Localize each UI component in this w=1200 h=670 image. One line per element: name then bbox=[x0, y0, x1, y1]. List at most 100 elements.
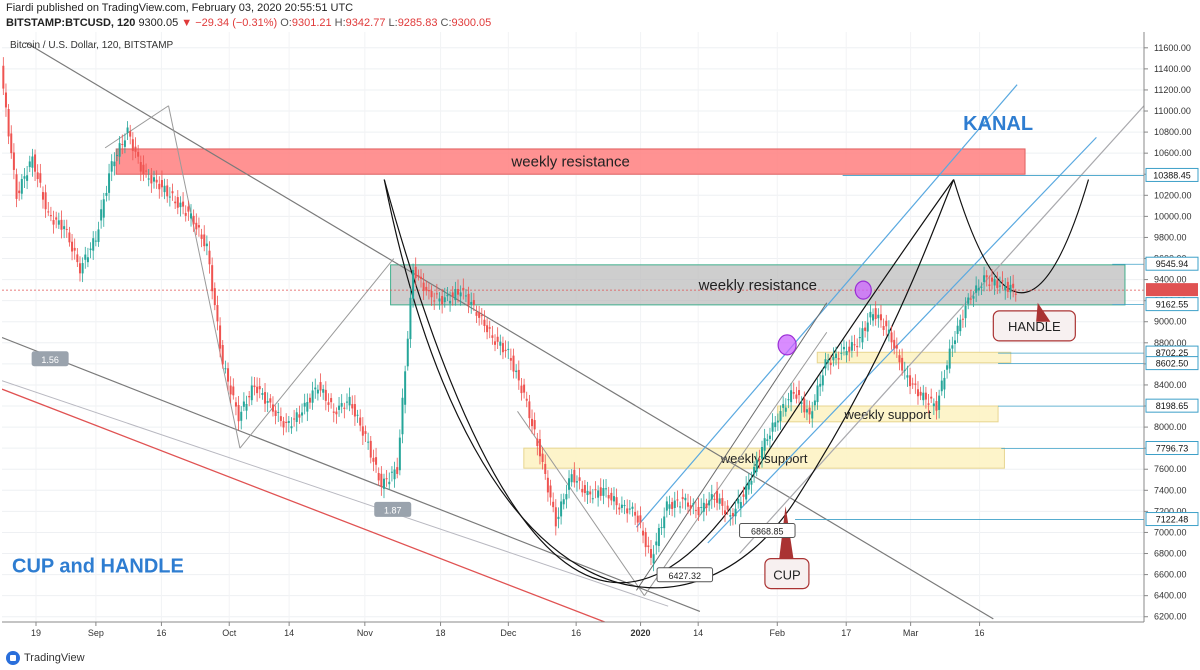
fib-line-c bbox=[239, 258, 395, 449]
candle-body bbox=[155, 179, 158, 183]
cup-label: CUP bbox=[773, 568, 800, 583]
downtrend-line-mid bbox=[2, 380, 669, 607]
y-tick-label: 10800.00 bbox=[1154, 127, 1192, 137]
candle-body bbox=[845, 351, 848, 356]
candle-body bbox=[441, 296, 444, 305]
candle-body bbox=[7, 109, 10, 137]
candle-body bbox=[583, 485, 586, 494]
candle-body bbox=[544, 463, 547, 474]
candle-body bbox=[980, 286, 983, 288]
candle-body bbox=[179, 202, 182, 208]
price-label-box bbox=[1145, 356, 1199, 371]
candle-body bbox=[60, 219, 63, 230]
candle-body bbox=[388, 481, 391, 485]
price-label: 8198.65 bbox=[1156, 401, 1189, 411]
candle-body bbox=[631, 506, 634, 509]
candle-body bbox=[234, 402, 237, 407]
fib-line-e bbox=[643, 331, 828, 596]
x-tick-label: 2020 bbox=[631, 628, 651, 638]
candle-body bbox=[1012, 283, 1015, 288]
candle-body bbox=[335, 411, 338, 415]
candle-body bbox=[565, 494, 568, 500]
downtrend-line-lower bbox=[2, 336, 701, 613]
candle-body bbox=[824, 359, 827, 369]
candle-body bbox=[404, 371, 407, 405]
y-tick-label: 6800.00 bbox=[1154, 549, 1187, 559]
candle-body bbox=[953, 340, 956, 345]
candle-body bbox=[34, 154, 37, 172]
candle-body bbox=[78, 263, 81, 274]
fib-line-a bbox=[104, 105, 169, 149]
candle-body bbox=[964, 305, 967, 319]
candle-body bbox=[443, 297, 446, 303]
candle-body bbox=[885, 320, 888, 327]
candle-body bbox=[380, 473, 383, 487]
candle-body bbox=[520, 385, 523, 394]
candle-body bbox=[184, 212, 187, 216]
price-chart[interactable]: weekly resistance weekly resistance weekly… bbox=[0, 32, 1200, 646]
candle-body bbox=[652, 554, 655, 564]
plot-area bbox=[2, 32, 1144, 622]
candle-body bbox=[861, 328, 864, 343]
candle-body bbox=[28, 161, 31, 168]
candle-body bbox=[1006, 281, 1009, 292]
candle-body bbox=[998, 285, 1001, 287]
candle-body bbox=[594, 489, 597, 491]
candle-body bbox=[142, 164, 145, 175]
candle-body bbox=[623, 505, 626, 507]
candle-body bbox=[44, 192, 47, 210]
candle-body bbox=[219, 325, 222, 349]
candle-body bbox=[734, 508, 737, 517]
candle-body bbox=[528, 401, 531, 419]
candle-body bbox=[673, 500, 676, 508]
candle-body bbox=[541, 453, 544, 463]
candle-body bbox=[554, 507, 557, 527]
candle-body bbox=[160, 180, 163, 188]
candle-body bbox=[821, 375, 824, 386]
candle-body bbox=[808, 407, 811, 415]
candle-body bbox=[171, 191, 174, 194]
candle-body bbox=[557, 516, 560, 519]
candle-body bbox=[515, 370, 518, 373]
candle-body bbox=[930, 396, 933, 399]
cup-curve-outer bbox=[383, 179, 955, 589]
candle-body bbox=[750, 480, 753, 485]
candle-body bbox=[467, 293, 470, 306]
candle-body bbox=[816, 385, 819, 403]
candle-body bbox=[813, 400, 816, 406]
y-tick-label: 9400.00 bbox=[1154, 275, 1187, 285]
candle-body bbox=[990, 277, 993, 282]
candle-body bbox=[924, 392, 927, 400]
low-label-1: 6427.32 bbox=[669, 571, 702, 581]
fib-label-2-box bbox=[374, 501, 412, 517]
candle-body bbox=[969, 298, 972, 300]
candle-body bbox=[322, 389, 325, 393]
candle-body bbox=[761, 447, 764, 459]
candle-body bbox=[898, 355, 901, 363]
candle-body bbox=[197, 225, 200, 228]
channel-line-1 bbox=[635, 84, 1018, 528]
low-label-1-box bbox=[656, 567, 714, 583]
candle-body bbox=[57, 220, 60, 225]
candle-body bbox=[65, 228, 68, 230]
candle-body bbox=[353, 404, 356, 417]
candle-body bbox=[464, 295, 467, 297]
low-label-2-box bbox=[739, 523, 796, 538]
footer[interactable]: TradingView bbox=[6, 651, 85, 665]
candle-body bbox=[985, 275, 988, 278]
candle-body bbox=[850, 342, 853, 351]
candle-body bbox=[959, 319, 962, 332]
candle-body bbox=[512, 355, 515, 372]
candle-body bbox=[364, 431, 367, 434]
candle-body bbox=[406, 338, 409, 367]
candle-body bbox=[597, 490, 600, 498]
candle-body bbox=[906, 375, 909, 378]
candle-body bbox=[805, 409, 808, 413]
candle-body bbox=[52, 220, 55, 225]
candle-body bbox=[533, 420, 536, 430]
candle-body bbox=[396, 467, 399, 474]
kanal-label: KANAL bbox=[963, 113, 1033, 135]
candle-body bbox=[348, 396, 351, 406]
zone-resistance-red bbox=[115, 148, 1026, 175]
candle-body bbox=[975, 285, 978, 293]
